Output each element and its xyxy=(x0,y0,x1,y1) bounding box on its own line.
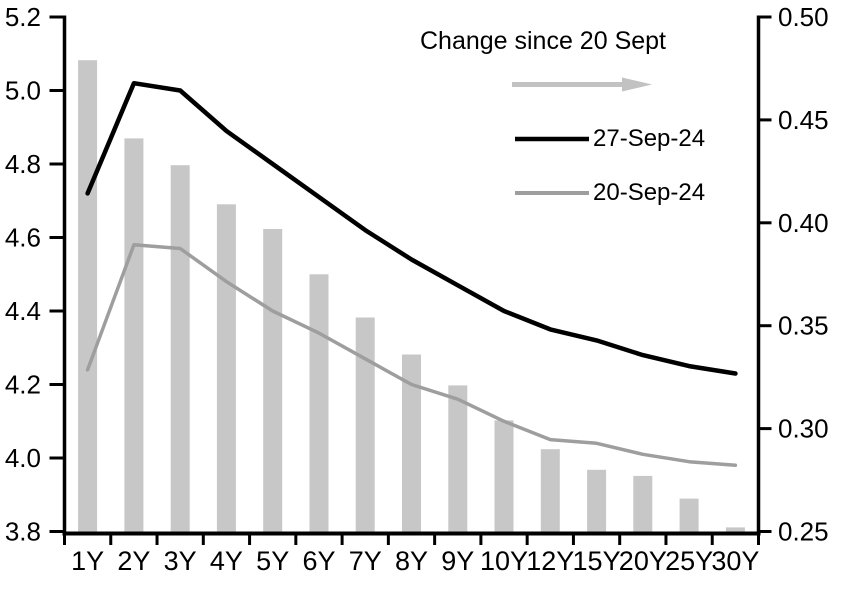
bar-30Y xyxy=(725,527,745,535)
left-axis-tick-label: 4.0 xyxy=(5,443,41,473)
left-axis-tick-label: 4.8 xyxy=(5,149,41,179)
bar-9Y xyxy=(448,385,468,535)
right-axis-tick-label: 0.25 xyxy=(778,517,829,547)
x-axis-tick-label: 1Y xyxy=(71,546,104,576)
bar-8Y xyxy=(402,354,421,535)
bar-3Y xyxy=(170,165,190,535)
bar-1Y xyxy=(78,60,98,535)
axes xyxy=(62,15,761,536)
bars-change-series xyxy=(78,60,745,536)
x-axis-tick-label: 5Y xyxy=(256,546,289,576)
bar-7Y xyxy=(355,317,375,535)
right-axis-tick-label: 0.30 xyxy=(778,414,829,444)
left-axis-tick-label: 5.2 xyxy=(5,2,41,32)
left-axis-tick-label: 5.0 xyxy=(5,76,41,106)
x-axis-tick-label: 12Y xyxy=(526,546,574,576)
right-axis-tick-label: 0.40 xyxy=(778,208,829,238)
x-axis-tick-label: 9Y xyxy=(441,546,474,576)
bar-4Y xyxy=(216,204,236,536)
bar-25Y xyxy=(679,498,699,535)
line-20-Sep-24 xyxy=(85,243,738,468)
x-axis-tick-label: 15Y xyxy=(573,546,621,576)
tick-marks xyxy=(49,15,772,545)
x-axis-tick-label: 20Y xyxy=(619,546,667,576)
bar-20Y xyxy=(633,475,653,535)
x-axis-tick-label: 2Y xyxy=(117,546,150,576)
left-axis-tick-label: 3.8 xyxy=(5,517,41,547)
x-axis-tick-label: 30Y xyxy=(711,546,759,576)
x-axis-tick-label: 6Y xyxy=(302,546,335,576)
bar-5Y xyxy=(263,229,283,535)
line-27-Sep-24 xyxy=(85,80,738,376)
x-axis-tick-label: 3Y xyxy=(164,546,197,576)
right-axis-tick-label: 0.35 xyxy=(778,311,829,341)
x-axis-tick-label: 7Y xyxy=(349,546,382,576)
x-axis-tick-label: 10Y xyxy=(480,546,528,576)
left-axis-tick-label: 4.4 xyxy=(5,296,41,326)
bar-10Y xyxy=(494,420,514,535)
tick-labels: 5.2 5.0 4.8 4.6 4.4 4.2 4.0 3.8 0.50 0.45 0.40 0.35… xyxy=(5,2,829,576)
right-axis-tick-label: 0.50 xyxy=(778,2,829,32)
bar-2Y xyxy=(124,138,144,535)
bar-6Y xyxy=(309,274,329,536)
right-axis-tick-label: 0.45 xyxy=(778,105,829,135)
x-axis-tick-label: 8Y xyxy=(395,546,428,576)
left-axis-tick-label: 4.2 xyxy=(5,370,41,400)
bar-12Y xyxy=(540,449,560,535)
left-axis-tick-label: 4.6 xyxy=(5,223,41,253)
bar-15Y xyxy=(587,469,607,535)
x-axis-tick-label: 4Y xyxy=(210,546,243,576)
x-axis-tick-label: 25Y xyxy=(665,546,713,576)
